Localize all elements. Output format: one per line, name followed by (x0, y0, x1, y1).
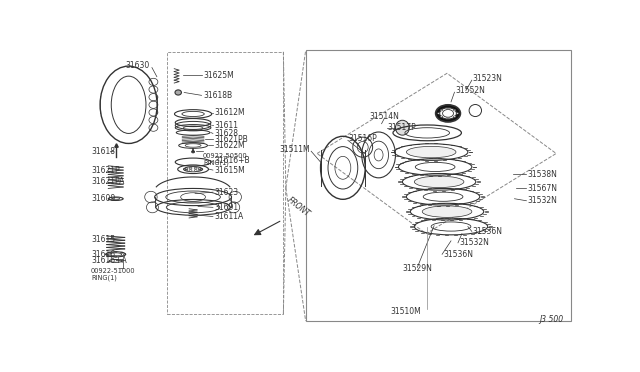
Text: 31621P: 31621P (91, 166, 120, 174)
Text: 31532N: 31532N (527, 196, 557, 205)
Text: 31523N: 31523N (473, 74, 502, 83)
Text: 31618B: 31618B (203, 91, 232, 100)
Text: 31630: 31630 (125, 61, 149, 70)
Text: 31622M: 31622M (214, 141, 244, 150)
Ellipse shape (175, 90, 181, 95)
Text: 31567N: 31567N (527, 184, 557, 193)
Text: 31621PA: 31621PA (91, 177, 124, 186)
Ellipse shape (406, 146, 456, 158)
Text: 31536N: 31536N (473, 227, 503, 236)
Text: 31625M: 31625M (203, 71, 234, 80)
Ellipse shape (440, 109, 443, 111)
Ellipse shape (191, 151, 195, 153)
Text: 31529N: 31529N (403, 264, 432, 273)
Text: 31517P: 31517P (388, 123, 416, 132)
Text: 00922-50500
RING(1): 00922-50500 RING(1) (203, 153, 248, 166)
Ellipse shape (456, 113, 459, 114)
Text: J3 500: J3 500 (540, 315, 564, 324)
Text: 31628: 31628 (214, 129, 238, 138)
Text: 31616+A: 31616+A (91, 256, 127, 265)
Ellipse shape (396, 120, 410, 135)
Text: 31612M: 31612M (214, 108, 244, 117)
Text: FRONT: FRONT (286, 195, 312, 218)
Ellipse shape (447, 108, 449, 110)
Ellipse shape (437, 113, 440, 114)
Ellipse shape (440, 116, 443, 117)
Text: 31538N: 31538N (527, 170, 557, 179)
Text: 31611A: 31611A (214, 212, 243, 221)
Text: 31691: 31691 (214, 203, 238, 212)
Bar (306, 50, 571, 321)
Ellipse shape (414, 176, 464, 187)
Text: 31532N: 31532N (459, 238, 489, 247)
Text: 31621PB: 31621PB (214, 135, 248, 144)
Text: 31616+B: 31616+B (214, 156, 250, 165)
Text: 31511M: 31511M (280, 145, 310, 154)
Text: 00922-51000
RING(1): 00922-51000 RING(1) (91, 267, 136, 281)
Ellipse shape (447, 117, 449, 119)
Text: 31609: 31609 (91, 194, 115, 203)
Text: 31514N: 31514N (370, 112, 399, 121)
Text: 31510M: 31510M (390, 307, 421, 316)
Ellipse shape (436, 105, 460, 122)
Text: 31615M: 31615M (214, 166, 244, 174)
Text: 31552N: 31552N (456, 86, 485, 95)
Text: 31611: 31611 (214, 121, 238, 130)
Ellipse shape (454, 116, 456, 117)
Ellipse shape (422, 206, 472, 217)
Text: 31616: 31616 (91, 250, 115, 259)
Ellipse shape (440, 108, 456, 119)
Text: 31516P: 31516P (349, 134, 378, 143)
Ellipse shape (454, 109, 456, 111)
Text: 31615: 31615 (91, 235, 115, 244)
Text: 31536N: 31536N (443, 250, 473, 259)
Text: 31618: 31618 (91, 147, 115, 156)
Text: 31623: 31623 (214, 187, 238, 197)
